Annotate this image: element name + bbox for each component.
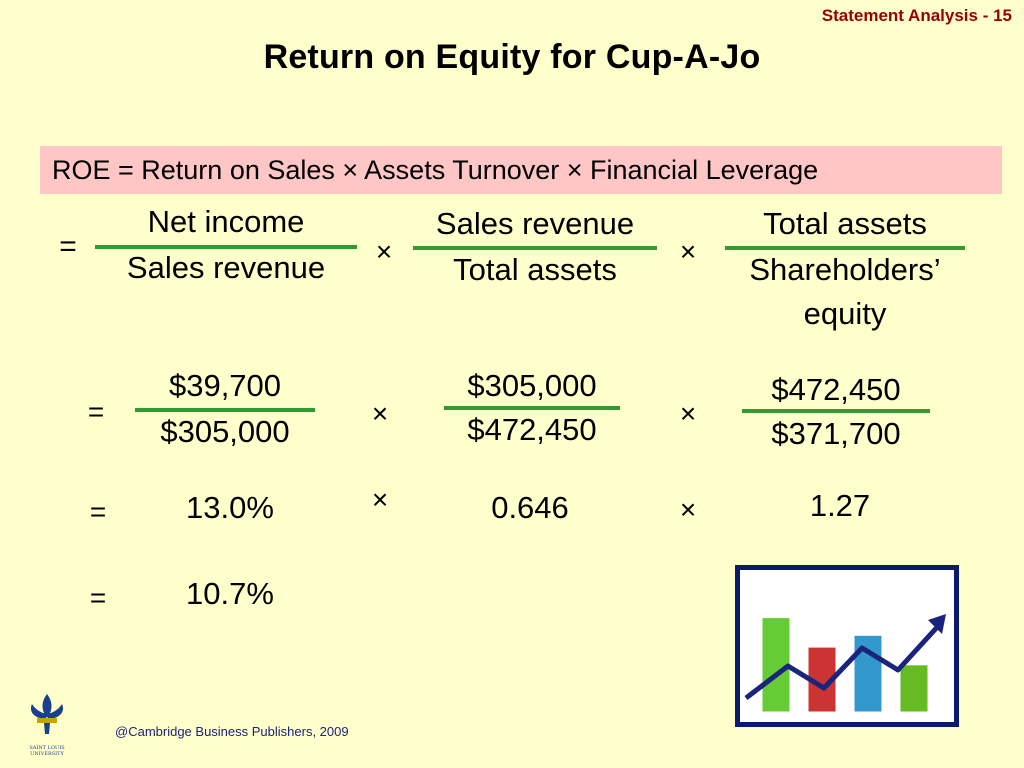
logo-text-line2: UNIVERSITY: [30, 751, 64, 757]
bar-chart-clipart-frame: [735, 565, 959, 727]
value-1-bar: [135, 408, 315, 412]
value-2-denominator: $472,450: [467, 412, 597, 447]
value-3-bar: [742, 409, 930, 413]
times-sign: ×: [375, 236, 393, 267]
return-on-sales-result: 13.0%: [186, 490, 274, 525]
trend-line: [744, 622, 942, 700]
fraction-2-numerator: Sales revenue: [435, 206, 635, 241]
trend-arrow-head: [928, 614, 946, 634]
value-3-numerator: $472,450: [771, 372, 901, 407]
fraction-3-denominator-line1: Shareholders’: [749, 252, 941, 287]
assets-turnover-result: 0.646: [491, 490, 569, 525]
fraction-2-bar: [413, 246, 657, 250]
value-3-denominator: $371,700: [771, 416, 901, 451]
fraction-3-numerator: Total assets: [763, 206, 927, 241]
fraction-1-numerator: Net income: [147, 204, 305, 239]
value-2-bar: [444, 406, 620, 410]
times-sign: ×: [679, 236, 697, 267]
times-sign: ×: [371, 398, 389, 429]
times-sign: ×: [679, 398, 697, 429]
logo-text-line1: SAINT LOUIS: [29, 745, 65, 751]
value-1-numerator: $39,700: [168, 368, 282, 403]
equals-sign: =: [89, 582, 107, 613]
fraction-1-bar: [95, 245, 357, 249]
slide-header: Statement Analysis - 15: [821, 6, 1012, 25]
slide-title: Return on Equity for Cup-A-Jo: [263, 38, 761, 76]
value-1-denominator: $305,000: [160, 414, 290, 449]
fleur-de-lis-icon: [30, 694, 64, 734]
roe-result: 10.7%: [186, 576, 274, 611]
times-sign: ×: [679, 494, 697, 525]
fraction-3-bar: [725, 246, 965, 250]
equals-sign: =: [59, 230, 77, 263]
fraction-2-denominator: Total assets: [453, 252, 617, 287]
clipart-bar: [761, 617, 791, 713]
clipart-bar: [853, 634, 883, 713]
value-2-numerator: $305,000: [467, 368, 597, 403]
copyright-footer: @Cambridge Business Publishers, 2009: [115, 724, 349, 739]
bar-chart-clipart-icon: [744, 614, 946, 713]
times-sign: ×: [371, 484, 389, 515]
equals-sign: =: [87, 396, 105, 427]
equals-sign: =: [89, 496, 107, 527]
fraction-1-denominator: Sales revenue: [126, 250, 326, 285]
roe-formula-banner: ROE = Return on Sales × Assets Turnover …: [40, 146, 1002, 194]
fraction-3-denominator-line2: equity: [803, 296, 887, 331]
university-logo: SAINT LOUIS UNIVERSITY: [22, 690, 72, 758]
financial-leverage-result: 1.27: [809, 488, 871, 523]
clipart-bar: [899, 664, 929, 713]
